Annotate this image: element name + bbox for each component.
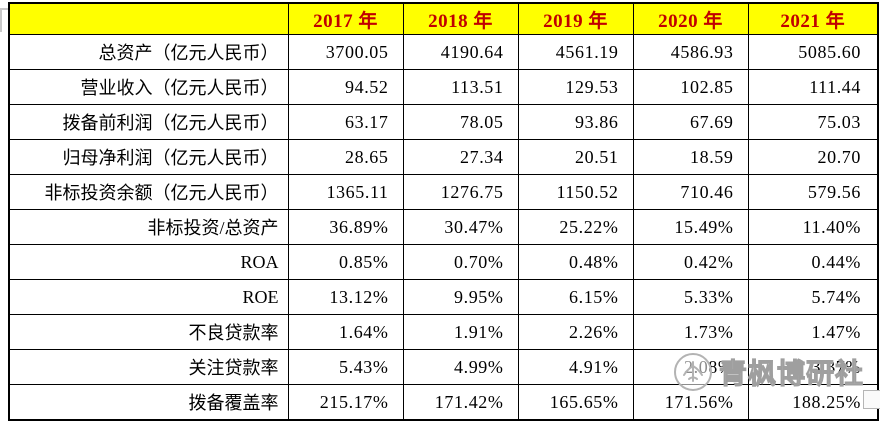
table-header-row: 2017 年 2018 年 2019 年 2020 年 2021 年 [8,2,879,35]
table-row: 关注贷款率 5.43% 4.99% 4.91% 2.08% 3.37% [8,349,879,385]
value-cell: 15.49% [632,209,749,245]
value-cell: 0.85% [287,244,404,280]
year-header-2019: 2019 年 [517,2,634,35]
value-cell: 2.08% [632,349,749,385]
value-cell: 4.99% [402,349,519,385]
value-cell: 113.51 [402,69,519,105]
value-cell: 215.17% [287,384,404,421]
value-cell: 710.46 [632,174,749,210]
value-cell: 0.42% [632,244,749,280]
value-cell: 0.44% [747,244,879,280]
value-cell: 171.42% [402,384,519,421]
value-cell: 5.43% [287,349,404,385]
row-label: 营业收入（亿元人民币） [8,69,289,105]
value-cell: 94.52 [287,69,404,105]
value-cell: 4561.19 [517,34,634,70]
corner-mark-top-left [0,8,8,32]
table-row: 拨备前利润（亿元人民币） 63.17 78.05 93.86 67.69 75.03 [8,104,879,140]
corner-mark-bottom-right [863,390,880,409]
value-cell: 111.44 [747,69,879,105]
value-cell: 36.89% [287,209,404,245]
value-cell: 27.34 [402,139,519,175]
value-cell: 3700.05 [287,34,404,70]
table-row: ROE 13.12% 9.95% 6.15% 5.33% 5.74% [8,279,879,315]
year-header-2021: 2021 年 [747,2,879,35]
value-cell: 2.26% [517,314,634,350]
value-cell: 5.33% [632,279,749,315]
value-cell: 129.53 [517,69,634,105]
value-cell: 0.48% [517,244,634,280]
value-cell: 1365.11 [287,174,404,210]
row-label: 不良贷款率 [8,314,289,350]
table-row: 归母净利润（亿元人民币） 28.65 27.34 20.51 18.59 20.70 [8,139,879,175]
row-label: 关注贷款率 [8,349,289,385]
value-cell: 11.40% [747,209,879,245]
value-cell: 25.22% [517,209,634,245]
value-cell: 4.91% [517,349,634,385]
value-cell: 18.59 [632,139,749,175]
row-label: 非标投资/总资产 [8,209,289,245]
financial-table: 2017 年 2018 年 2019 年 2020 年 2021 年 总资产（亿… [8,2,879,421]
year-header-2018: 2018 年 [402,2,519,35]
row-label: 总资产（亿元人民币） [8,34,289,70]
value-cell: 78.05 [402,104,519,140]
value-cell: 3.37% [747,349,879,385]
value-cell: 20.51 [517,139,634,175]
row-label: 非标投资余额（亿元人民币） [8,174,289,210]
value-cell: 5.74% [747,279,879,315]
value-cell: 102.85 [632,69,749,105]
value-cell: 1.64% [287,314,404,350]
row-label: 拨备覆盖率 [8,384,289,421]
table-body: 总资产（亿元人民币） 3700.05 4190.64 4561.19 4586.93 50… [8,34,879,421]
value-cell: 4190.64 [402,34,519,70]
value-cell: 20.70 [747,139,879,175]
table-row: 非标投资/总资产 36.89% 30.47% 25.22% 15.49% 11.40% [8,209,879,245]
value-cell: 188.25% [747,384,879,421]
row-label: ROA [8,244,289,280]
row-label: 拨备前利润（亿元人民币） [8,104,289,140]
value-cell: 13.12% [287,279,404,315]
value-cell: 1276.75 [402,174,519,210]
table-row: 非标投资余额（亿元人民币） 1365.11 1276.75 1150.52 710.46… [8,174,879,210]
table-row: ROA 0.85% 0.70% 0.48% 0.42% 0.44% [8,244,879,280]
table-row: 营业收入（亿元人民币） 94.52 113.51 129.53 102.85 111.44 [8,69,879,105]
value-cell: 1.73% [632,314,749,350]
value-cell: 28.65 [287,139,404,175]
value-cell: 63.17 [287,104,404,140]
value-cell: 6.15% [517,279,634,315]
value-cell: 171.56% [632,384,749,421]
row-label: ROE [8,279,289,315]
value-cell: 4586.93 [632,34,749,70]
year-header-2020: 2020 年 [632,2,749,35]
table-row: 总资产（亿元人民币） 3700.05 4190.64 4561.19 4586.93 50… [8,34,879,70]
table-row: 不良贷款率 1.64% 1.91% 2.26% 1.73% 1.47% [8,314,879,350]
value-cell: 165.65% [517,384,634,421]
value-cell: 9.95% [402,279,519,315]
table-row: 拨备覆盖率 215.17% 171.42% 165.65% 171.56% 188.25% [8,384,879,421]
value-cell: 5085.60 [747,34,879,70]
year-header-2017: 2017 年 [287,2,404,35]
row-label: 归母净利润（亿元人民币） [8,139,289,175]
value-cell: 0.70% [402,244,519,280]
value-cell: 579.56 [747,174,879,210]
value-cell: 1.91% [402,314,519,350]
value-cell: 1150.52 [517,174,634,210]
header-empty-cell [8,2,289,35]
value-cell: 67.69 [632,104,749,140]
value-cell: 30.47% [402,209,519,245]
value-cell: 93.86 [517,104,634,140]
value-cell: 1.47% [747,314,879,350]
value-cell: 75.03 [747,104,879,140]
